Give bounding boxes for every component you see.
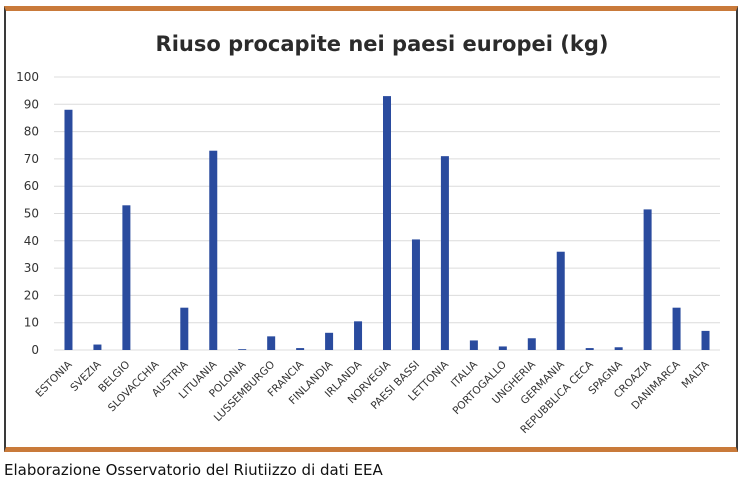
chart-title: Riuso procapite nei paesi europei (kg) — [156, 32, 609, 56]
bar-polonia — [238, 349, 247, 350]
bar-chart: Riuso procapite nei paesi europei (kg) 0… — [16, 32, 720, 436]
bar-irlanda — [354, 321, 363, 350]
bar-germania — [556, 251, 565, 350]
y-axis-ticks: 0 10 20 30 40 50 60 70 80 90 100 — [16, 70, 39, 357]
bar-svezia — [93, 344, 102, 350]
y-tick-label: 30 — [24, 261, 39, 275]
bar-malta — [701, 330, 710, 350]
bars — [64, 96, 710, 350]
bar-norvegia — [383, 96, 391, 350]
bar-paesi-bassi — [411, 239, 420, 350]
bar-francia — [296, 348, 305, 350]
y-tick-label: 20 — [24, 288, 39, 302]
bar-italia — [469, 340, 478, 350]
x-axis-ticks: ESTONIASVEZIABELGIOSLOVACCHIAAUSTRIALITU… — [33, 358, 712, 436]
bar-belgio — [122, 205, 131, 350]
bar-lituania — [209, 150, 218, 350]
bar-lettonia — [440, 156, 449, 350]
y-tick-label: 40 — [24, 234, 39, 248]
bar-repubblica-ceca — [585, 348, 594, 350]
bar-portogallo — [498, 346, 507, 350]
x-tick-label: ESTONIA — [33, 358, 75, 400]
bar-austria — [180, 307, 189, 350]
bar-danimarca — [672, 307, 681, 350]
bar-croazia — [643, 209, 652, 350]
source-caption: Elaborazione Osservatorio del Riutiizzo … — [4, 461, 383, 479]
bar-estonia — [64, 109, 73, 350]
y-tick-label: 10 — [24, 316, 39, 330]
y-tick-label: 0 — [31, 343, 39, 357]
bar-lussemburgo — [267, 336, 276, 350]
y-tick-label: 90 — [24, 97, 39, 111]
x-tick-label: MALTA — [680, 358, 713, 391]
bar-ungheria — [527, 338, 536, 350]
y-tick-label: 80 — [24, 125, 39, 139]
y-tick-label: 60 — [24, 179, 39, 193]
y-tick-label: 50 — [24, 207, 39, 221]
bar-spagna — [614, 347, 623, 350]
y-tick-label: 70 — [24, 152, 39, 166]
bar-finlandia — [325, 332, 334, 350]
y-tick-label: 100 — [16, 70, 39, 84]
